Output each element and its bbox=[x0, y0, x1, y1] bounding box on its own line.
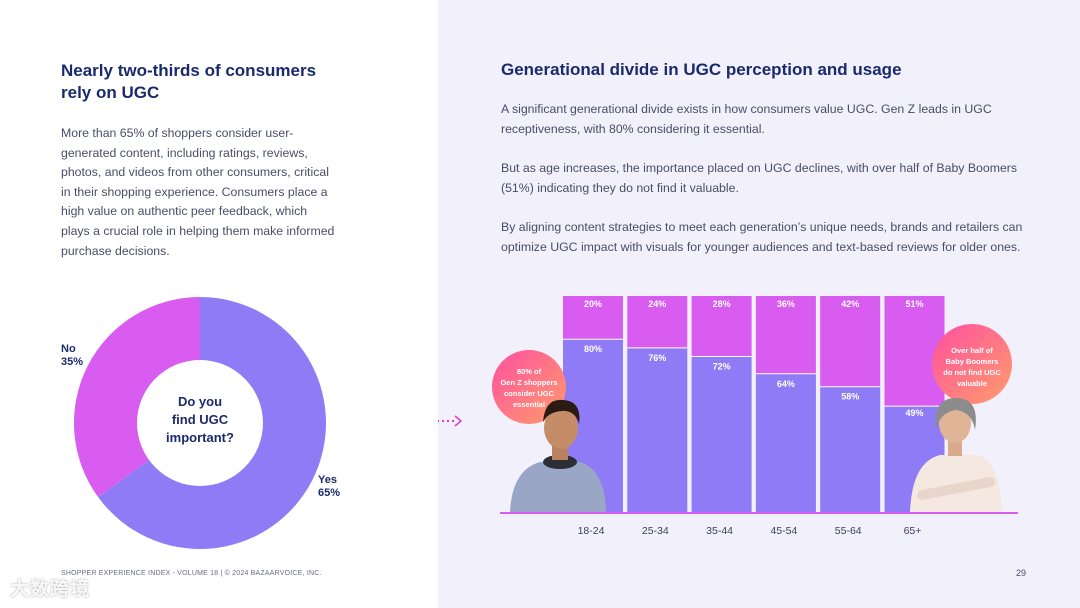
bar-segment-essential-55-64 bbox=[820, 386, 881, 512]
x-axis-label-65+: 65+ bbox=[904, 525, 922, 537]
donut-hole bbox=[137, 360, 263, 486]
genz-callout-line-2: Gen Z shoppers bbox=[500, 378, 557, 387]
bar-segment-not-valuable-25-34 bbox=[627, 296, 688, 348]
bar-label-not-valuable-25-34: 24% bbox=[648, 299, 666, 309]
bar-segment-essential-25-34 bbox=[627, 347, 688, 512]
donut-label-no-pct: 35% bbox=[61, 356, 84, 368]
donut-center-line-1: Do you bbox=[178, 394, 222, 409]
right-title: Generational divide in UGC perception an… bbox=[501, 60, 902, 79]
x-axis-label-35-44: 35-44 bbox=[706, 525, 733, 537]
bar-label-essential-65+: 49% bbox=[905, 408, 923, 418]
footer-text: SHOPPER EXPERIENCE INDEX - VOLUME 18 | ©… bbox=[61, 570, 322, 577]
donut-label-yes-pct: 65% bbox=[318, 487, 341, 499]
bar-segment-essential-35-44 bbox=[691, 356, 752, 512]
donut-slice-no bbox=[74, 297, 200, 498]
bar-label-not-valuable-65+: 51% bbox=[905, 299, 923, 309]
young-man-photo bbox=[510, 399, 606, 512]
bar-label-essential-45-54: 64% bbox=[777, 379, 795, 389]
left-body-text: More than 65% of shoppers consider user-… bbox=[61, 126, 335, 258]
genz-callout-line-3: consider UGC bbox=[504, 389, 555, 398]
boomers-callout-line-1: Over half of bbox=[951, 346, 993, 355]
genz-callout-bubble bbox=[492, 350, 566, 424]
right-paragraph-2: But as age increases, the importance pla… bbox=[501, 161, 1018, 195]
bar-segment-not-valuable-45-54 bbox=[755, 296, 816, 374]
bar-label-essential-18-24: 80% bbox=[584, 344, 602, 354]
x-axis-label-18-24: 18-24 bbox=[578, 525, 605, 537]
bar-label-essential-25-34: 76% bbox=[648, 353, 666, 363]
genz-callout-line-1: 80% of bbox=[517, 367, 542, 376]
donut-svg: Do you find UGC important? bbox=[74, 297, 326, 549]
donut-label-yes-name: Yes bbox=[318, 474, 337, 486]
bar-segment-essential-45-54 bbox=[755, 373, 816, 512]
donut-label-yes: Yes 65% bbox=[318, 474, 340, 500]
boomers-callout-line-4: valuable bbox=[957, 379, 987, 388]
genz-callout-line-4: essential bbox=[513, 400, 545, 409]
right-paragraph-3: By aligning content strategies to meet e… bbox=[501, 220, 1023, 254]
older-woman-photo bbox=[910, 398, 1002, 512]
bar-label-not-valuable-45-54: 36% bbox=[777, 299, 795, 309]
x-axis-label-45-54: 45-54 bbox=[770, 525, 797, 537]
page-number: 29 bbox=[1016, 568, 1027, 578]
boomers-callout-line-2: Baby Boomers bbox=[946, 357, 999, 366]
bar-segment-not-valuable-35-44 bbox=[691, 296, 752, 357]
watermark-logo: 大数跨境 bbox=[10, 579, 91, 600]
bar-label-not-valuable-18-24: 20% bbox=[584, 299, 602, 309]
boomers-callout-line-3: do not find UGC bbox=[943, 368, 1001, 377]
x-axis-label-25-34: 25-34 bbox=[642, 525, 669, 537]
bar-label-not-valuable-55-64: 42% bbox=[841, 299, 859, 309]
boomers-callout-bubble bbox=[932, 324, 1012, 404]
bar-group: 20% 80% 24% 76% 28% 72% 36% 64% 42% 58% 51% 49% bbox=[563, 296, 945, 512]
generation-bar-chart: 20% 80% 24% 76% 28% 72% 36% 64% 42% 58% 51% 49% 80%… bbox=[438, 296, 1018, 537]
x-axis-label-55-64: 55-64 bbox=[835, 525, 862, 537]
donut-center-line-3: important? bbox=[166, 430, 234, 445]
bar-label-essential-55-64: 58% bbox=[841, 392, 859, 402]
donut-label-no: No 35% bbox=[61, 343, 83, 369]
bar-label-essential-35-44: 72% bbox=[713, 361, 731, 371]
left-headline: Nearly two-thirds of consumers rely on U… bbox=[61, 61, 317, 102]
bar-segment-not-valuable-55-64 bbox=[820, 296, 881, 387]
donut-label-no-name: No bbox=[61, 343, 76, 355]
x-axis-labels: 18-24 25-34 35-44 45-54 55-64 65+ bbox=[578, 525, 922, 537]
connector-arrow-icon bbox=[454, 415, 463, 427]
donut-center-line-2: find UGC bbox=[172, 412, 229, 427]
donut-chart: Do you find UGC important? bbox=[70, 293, 330, 553]
right-paragraph-1: A significant generational divide exists… bbox=[501, 102, 992, 136]
bar-segment-not-valuable-18-24 bbox=[563, 296, 623, 340]
bar-label-not-valuable-35-44: 28% bbox=[713, 299, 731, 309]
